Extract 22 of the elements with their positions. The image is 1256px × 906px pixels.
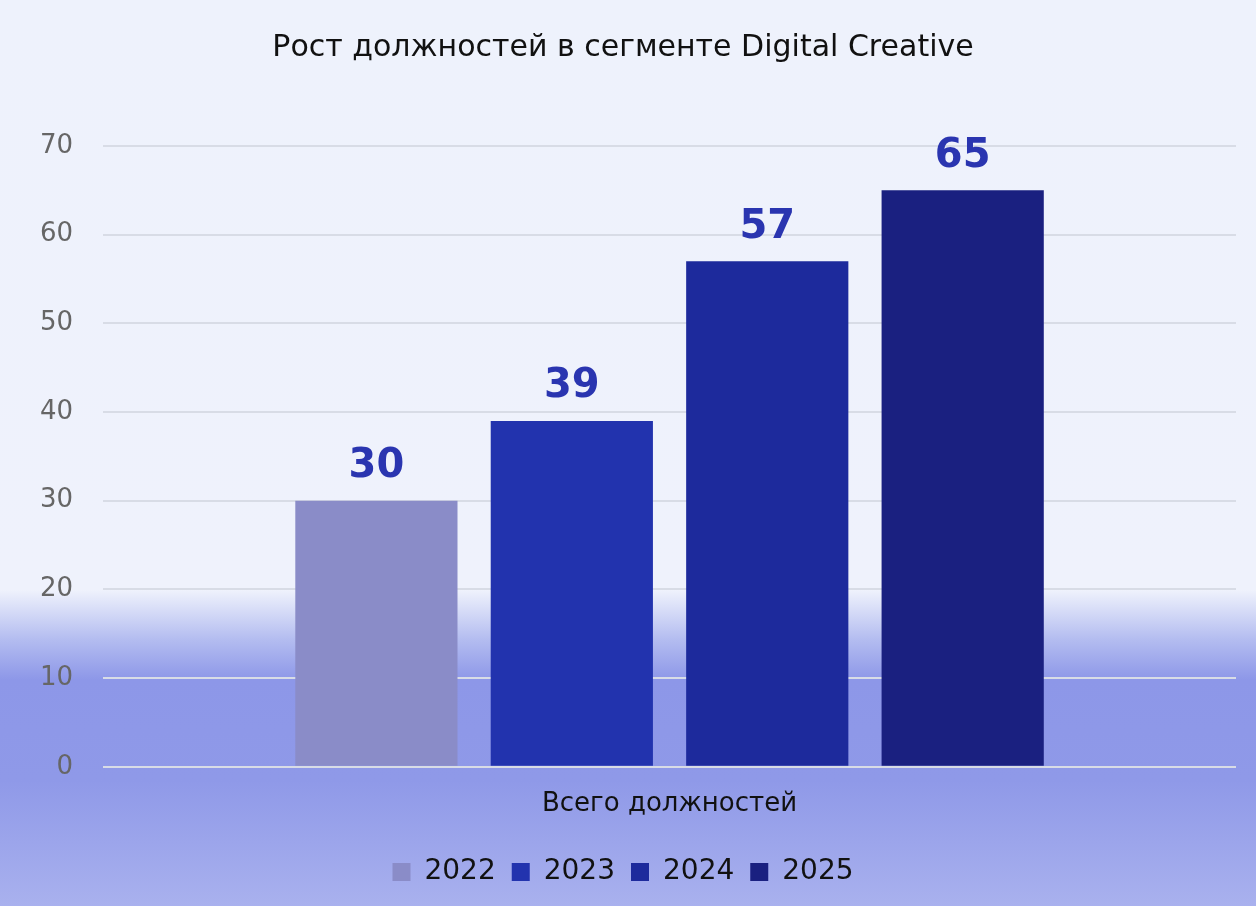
data-label: 30 — [348, 440, 405, 487]
y-tick-label: 20 — [39, 572, 74, 603]
y-tick-label: 10 — [39, 660, 74, 691]
data-label: 39 — [543, 360, 600, 407]
bar — [881, 190, 1044, 766]
x-tick-label: Всего должностей — [541, 787, 798, 818]
y-tick-label: 60 — [39, 217, 74, 248]
legend-label: 2025 — [782, 853, 854, 887]
legend-label: 2022 — [424, 853, 496, 887]
y-tick-label: 50 — [39, 306, 74, 337]
data-label: 57 — [739, 200, 796, 247]
y-tick-label: 40 — [39, 394, 74, 425]
legend-label: 2023 — [543, 853, 616, 887]
y-tick-label: 70 — [39, 128, 74, 159]
y-tick-label: 0 — [56, 749, 74, 780]
data-label: 65 — [934, 129, 991, 176]
y-tick-label: 30 — [39, 483, 74, 514]
bar — [686, 261, 849, 766]
bar — [295, 500, 458, 766]
chart-title: Рост должностей в сегменте Digital Creative — [272, 27, 974, 63]
legend-label: 2024 — [663, 853, 735, 887]
bar — [490, 420, 653, 766]
